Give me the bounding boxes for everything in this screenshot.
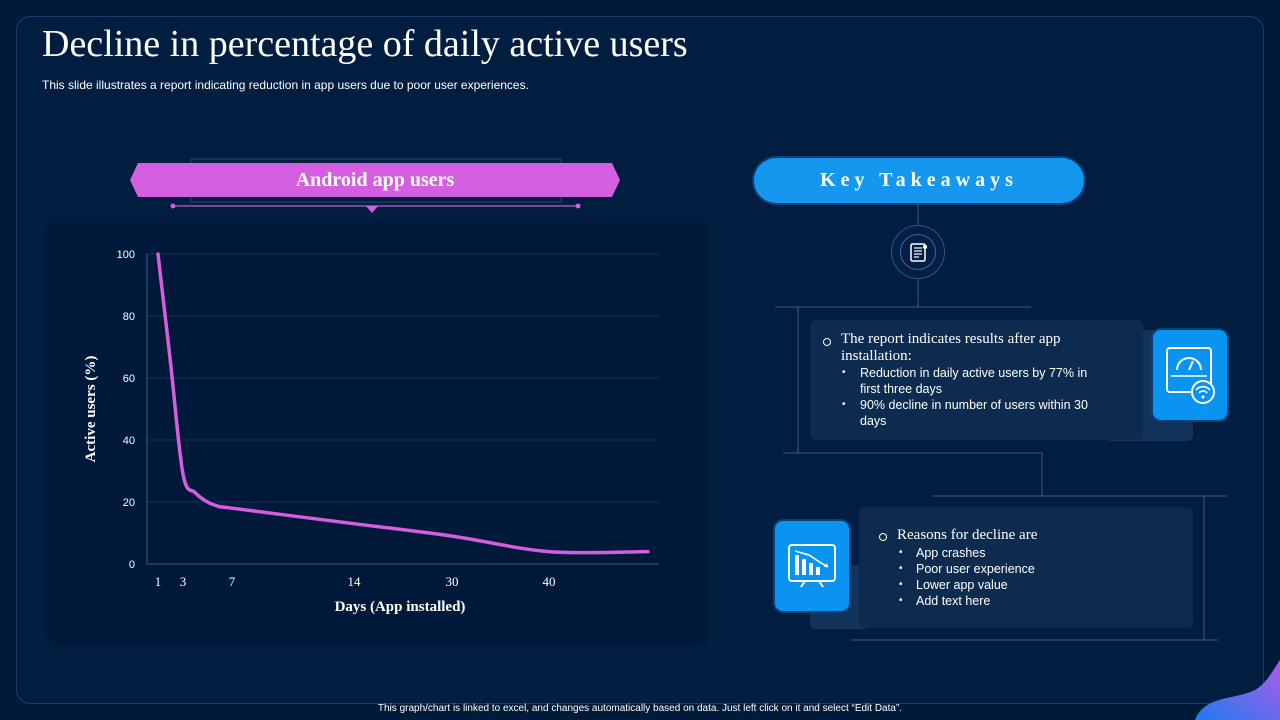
bullet-dot: • xyxy=(899,579,903,590)
card1-bullet-2: 90% decline in number of users within 30… xyxy=(860,398,1088,428)
banner-shape xyxy=(130,158,620,213)
corner-accent xyxy=(1195,660,1280,720)
chart-banner-label: Android app users xyxy=(295,169,455,191)
ring-bullet xyxy=(879,533,887,541)
x-tick-label: 14 xyxy=(348,574,362,589)
footer-note: This graph/chart is linked to excel, and… xyxy=(377,703,903,714)
x-tick-label: 1 xyxy=(155,574,162,589)
chart-banner: Android app users xyxy=(128,155,622,215)
y-tick-label: 0 xyxy=(129,559,135,571)
speedometer-wifi-icon xyxy=(1153,330,1227,420)
key-takeaways-banner: Key Takeaways xyxy=(754,158,1084,203)
card1-bullet-1: Reduction in daily active users by 77% i… xyxy=(860,366,1088,396)
y-axis-title: Active users (%) xyxy=(83,356,99,463)
card2-bullet-4: Add text here xyxy=(916,594,991,608)
y-tick-label: 20 xyxy=(123,497,135,509)
bullet-dot: • xyxy=(899,547,903,558)
x-tick-label: 7 xyxy=(229,574,236,589)
y-tick-label: 40 xyxy=(123,435,135,447)
card2-heading: Reasons for decline are xyxy=(897,527,1038,543)
card2-bullet-3: Lower app value xyxy=(916,578,1008,592)
takeaway-card-reasons: Reasons for decline are • App crashes • … xyxy=(859,507,1193,628)
series-line xyxy=(156,252,650,555)
line-chart: 0 20 40 60 80 100 1 3 7 14 30 40 Days (App installed… xyxy=(83,249,659,615)
ring-bullet xyxy=(823,338,831,346)
declining-bar-chart-icon xyxy=(775,521,849,611)
bullet-dot: • xyxy=(842,367,846,378)
y-tick-label: 100 xyxy=(117,249,135,261)
bullet-dot: • xyxy=(899,563,903,574)
card2-bullet-2: Poor user experience xyxy=(916,562,1035,576)
page-subtitle: This slide illustrates a report indicati… xyxy=(42,78,529,92)
y-tick-label: 80 xyxy=(123,311,135,323)
bullet-dot: • xyxy=(842,399,846,410)
x-tick-label: 30 xyxy=(446,574,459,589)
card2-bullet-1: App crashes xyxy=(916,546,986,560)
card1-heading: The report indicates results after app i… xyxy=(841,331,1061,364)
takeaway-card-results: The report indicates results after app i… xyxy=(810,320,1143,440)
notes-icon xyxy=(900,234,936,270)
bullet-dot: • xyxy=(899,595,903,606)
chart-panel xyxy=(52,226,702,641)
page-title: Decline in percentage of daily active us… xyxy=(42,23,688,65)
x-tick-label: 3 xyxy=(180,574,187,589)
y-tick-label: 60 xyxy=(123,373,135,385)
x-axis-title: Days (App installed) xyxy=(335,599,466,615)
x-tick-label: 40 xyxy=(543,574,556,589)
